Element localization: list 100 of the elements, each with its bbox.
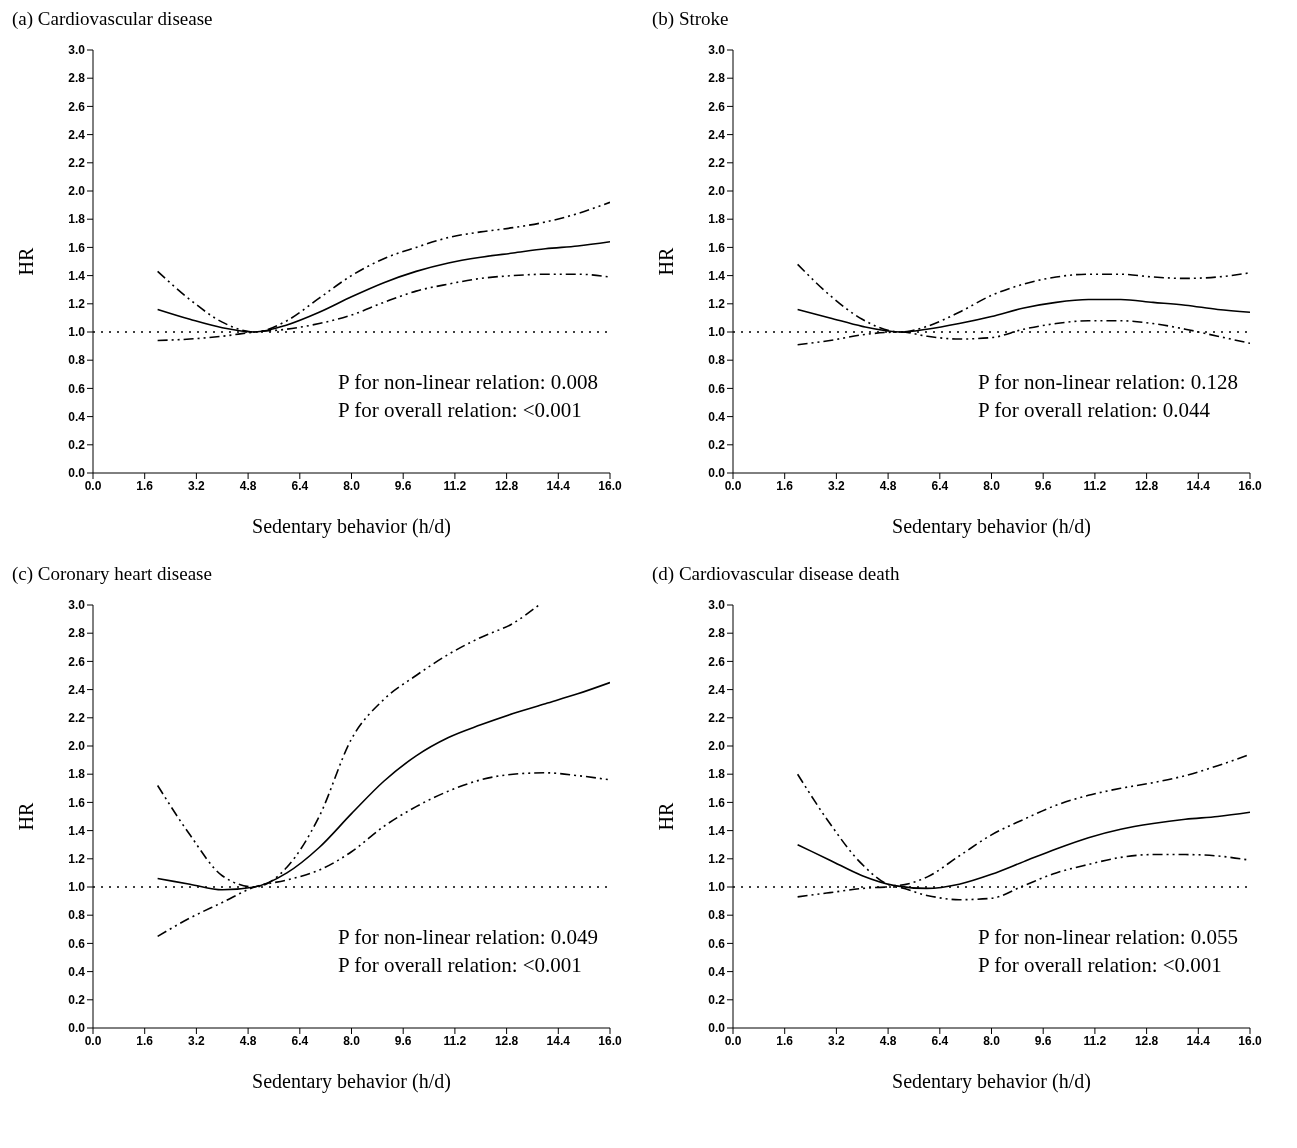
y-tick-label: 3.0	[68, 43, 86, 58]
y-tick-label: 2.2	[68, 156, 86, 171]
x-tick-label: 12.8	[1134, 478, 1159, 493]
annotation: P for non-linear relation: 0.055	[978, 924, 1238, 951]
y-tick-label: 0.6	[68, 936, 86, 951]
y-tick-label: 0.6	[708, 381, 726, 396]
y-tick-label: 1.2	[708, 852, 726, 867]
y-tick-label: 0.8	[708, 353, 726, 368]
y-tick-label: 2.4	[708, 682, 726, 697]
y-tick-label: 0.4	[68, 409, 86, 424]
x-tick-label: 6.4	[291, 478, 309, 493]
y-tick-label: 0.0	[708, 466, 726, 481]
y-tick-label: 0.2	[708, 993, 726, 1008]
y-tick-label: 1.6	[68, 240, 86, 255]
y-tick-label: 2.4	[68, 682, 86, 697]
y-tick-label: 2.2	[708, 156, 726, 171]
x-tick-label: 14.4	[546, 1033, 571, 1048]
annotation: P for non-linear relation: 0.008	[338, 369, 598, 396]
x-tick-label: 8.0	[343, 1033, 361, 1048]
y-tick-label: 2.0	[708, 184, 726, 199]
y-tick-label: 1.0	[708, 880, 726, 895]
y-tick-label: 3.0	[68, 598, 86, 613]
x-tick-label: 1.6	[136, 1033, 154, 1048]
y-axis-title: HR	[655, 246, 678, 276]
annotation: P for non-linear relation: 0.049	[338, 924, 598, 951]
y-tick-label: 1.8	[68, 767, 86, 782]
y-tick-label: 1.6	[708, 795, 726, 810]
x-axis-title: Sedentary behavior (h/d)	[892, 515, 1091, 538]
y-tick-label: 1.8	[68, 212, 86, 227]
y-tick-label: 1.4	[708, 268, 726, 283]
y-tick-label: 2.8	[68, 71, 86, 86]
x-tick-label: 4.8	[879, 1033, 897, 1048]
chart-title: (b) Stroke	[651, 8, 730, 31]
y-tick-label: 0.4	[708, 409, 726, 424]
x-axis-title: Sedentary behavior (h/d)	[252, 515, 451, 538]
y-tick-label: 1.2	[68, 297, 86, 312]
x-tick-label: 9.6	[1034, 1033, 1052, 1048]
annotation: P for overall relation: <0.001	[338, 952, 583, 979]
y-tick-label: 2.4	[68, 127, 86, 142]
y-tick-label: 0.8	[68, 908, 86, 923]
y-tick-label: 2.6	[708, 654, 726, 669]
x-tick-label: 4.8	[239, 1033, 257, 1048]
x-tick-label: 0.0	[724, 478, 742, 493]
y-tick-label: 1.2	[68, 852, 86, 867]
y-tick-label: 2.6	[68, 654, 86, 669]
x-tick-label: 11.2	[443, 478, 467, 493]
x-tick-label: 4.8	[879, 478, 897, 493]
x-tick-label: 3.2	[828, 1033, 846, 1048]
x-tick-label: 16.0	[598, 478, 622, 493]
y-tick-label: 0.4	[708, 964, 726, 979]
y-tick-label: 2.4	[708, 127, 726, 142]
y-tick-label: 1.8	[708, 212, 726, 227]
x-tick-label: 14.4	[1186, 1033, 1211, 1048]
x-axis-title: Sedentary behavior (h/d)	[252, 1070, 451, 1093]
y-tick-label: 1.8	[708, 767, 726, 782]
x-tick-label: 6.4	[931, 1033, 949, 1048]
y-tick-label: 1.2	[708, 297, 726, 312]
y-tick-label: 0.0	[68, 466, 86, 481]
y-tick-label: 2.0	[68, 739, 86, 754]
y-tick-label: 1.4	[68, 268, 86, 283]
x-tick-label: 1.6	[136, 478, 154, 493]
x-tick-label: 4.8	[239, 478, 257, 493]
x-tick-label: 12.8	[1134, 1033, 1159, 1048]
x-tick-label: 11.2	[1083, 1033, 1107, 1048]
y-tick-label: 0.0	[708, 1021, 726, 1036]
x-tick-label: 3.2	[188, 1033, 206, 1048]
chart-title: (c) Coronary heart disease	[11, 563, 213, 586]
x-tick-label: 8.0	[983, 1033, 1001, 1048]
x-tick-label: 11.2	[1083, 478, 1107, 493]
y-tick-label: 0.2	[68, 438, 86, 453]
x-tick-label: 12.8	[494, 1033, 519, 1048]
y-tick-label: 1.6	[708, 240, 726, 255]
x-tick-label: 11.2	[443, 1033, 467, 1048]
y-tick-label: 0.8	[708, 908, 726, 923]
y-tick-label: 1.0	[708, 325, 726, 340]
x-tick-label: 9.6	[1034, 478, 1052, 493]
x-tick-label: 6.4	[931, 478, 949, 493]
y-tick-label: 2.2	[708, 711, 726, 726]
y-tick-label: 2.6	[708, 99, 726, 114]
y-tick-label: 1.6	[68, 795, 86, 810]
y-tick-label: 2.0	[68, 184, 86, 199]
x-tick-label: 16.0	[1238, 478, 1262, 493]
x-tick-label: 0.0	[724, 1033, 742, 1048]
y-tick-label: 3.0	[708, 598, 726, 613]
x-tick-label: 1.6	[776, 1033, 794, 1048]
x-tick-label: 9.6	[394, 478, 412, 493]
x-tick-label: 14.4	[1186, 478, 1211, 493]
y-tick-label: 0.2	[68, 993, 86, 1008]
y-tick-label: 3.0	[708, 43, 726, 58]
y-tick-label: 2.8	[708, 626, 726, 641]
x-tick-label: 9.6	[394, 1033, 412, 1048]
x-tick-label: 8.0	[983, 478, 1001, 493]
y-tick-label: 2.6	[68, 99, 86, 114]
x-tick-label: 16.0	[598, 1033, 622, 1048]
y-axis-title: HR	[15, 246, 38, 276]
x-tick-label: 6.4	[291, 1033, 309, 1048]
annotation: P for overall relation: <0.001	[978, 952, 1223, 979]
x-tick-label: 0.0	[84, 1033, 102, 1048]
y-tick-label: 2.2	[68, 711, 86, 726]
annotation: P for overall relation: <0.001	[338, 397, 583, 424]
